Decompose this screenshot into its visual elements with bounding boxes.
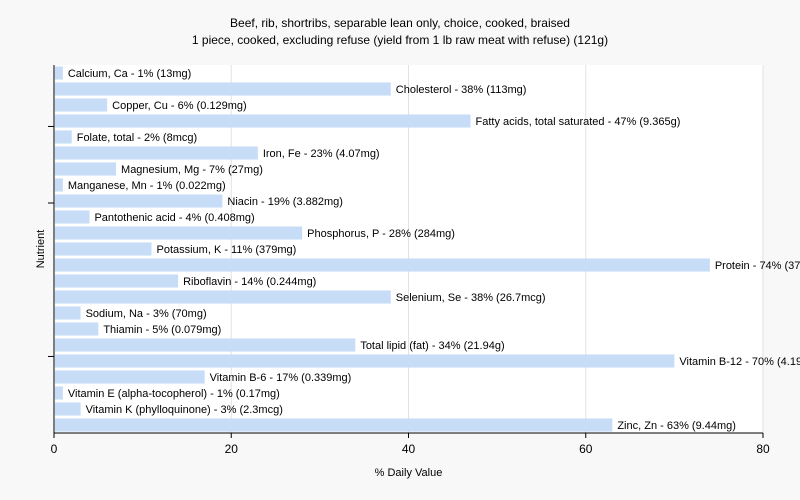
x-tick-label: 0 bbox=[51, 442, 58, 456]
bar-label: Calcium, Ca - 1% (13mg) bbox=[68, 68, 191, 80]
bar bbox=[55, 258, 710, 272]
bar bbox=[55, 338, 356, 352]
bar-label: Folate, total - 2% (8mcg) bbox=[77, 132, 197, 144]
bar bbox=[55, 130, 72, 144]
bar bbox=[55, 306, 81, 320]
bar-label: Pantothenic acid - 4% (0.408mg) bbox=[94, 212, 254, 224]
y-axis-title: Nutrient bbox=[35, 230, 47, 269]
bar bbox=[55, 418, 613, 432]
bar bbox=[55, 226, 303, 240]
bar bbox=[55, 114, 471, 128]
chart-title: Beef, rib, shortribs, separable lean onl… bbox=[230, 16, 570, 30]
bar-label: Fatty acids, total saturated - 47% (9.36… bbox=[476, 116, 681, 128]
x-axis-title: % Daily Value bbox=[375, 467, 443, 479]
bar-label: Vitamin K (phylloquinone) - 3% (2.3mcg) bbox=[86, 404, 283, 416]
bar-label: Sodium, Na - 3% (70mg) bbox=[86, 308, 207, 320]
bar-label: Copper, Cu - 6% (0.129mg) bbox=[112, 100, 247, 112]
bar bbox=[55, 66, 63, 80]
bar-label: Riboflavin - 14% (0.244mg) bbox=[183, 276, 316, 288]
bar bbox=[55, 274, 179, 288]
bar-label: Zinc, Zn - 63% (9.44mg) bbox=[617, 420, 736, 432]
bar-label: Vitamin E (alpha-tocopherol) - 1% (0.17m… bbox=[68, 388, 280, 400]
bar bbox=[55, 242, 152, 256]
x-tick-label: 40 bbox=[402, 442, 416, 456]
bar-label: Niacin - 19% (3.882mg) bbox=[227, 196, 343, 208]
bar bbox=[55, 98, 108, 112]
chart-subtitle: 1 piece, cooked, excluding refuse (yield… bbox=[191, 33, 609, 47]
bar bbox=[55, 194, 223, 208]
bar-label: Protein - 74% (37.22g) bbox=[715, 260, 800, 272]
bar bbox=[55, 162, 117, 176]
x-tick-label: 60 bbox=[579, 442, 593, 456]
bar-label: Total lipid (fat) - 34% (21.94g) bbox=[360, 340, 504, 352]
bar bbox=[55, 146, 258, 160]
bar bbox=[55, 210, 90, 224]
bar bbox=[55, 386, 63, 400]
bar-label: Potassium, K - 11% (379mg) bbox=[156, 244, 296, 256]
bar-label: Cholesterol - 38% (113mg) bbox=[396, 84, 527, 96]
x-tick-label: 20 bbox=[225, 442, 239, 456]
bar bbox=[55, 370, 205, 384]
bar bbox=[55, 178, 63, 192]
bar-label: Vitamin B-6 - 17% (0.339mg) bbox=[210, 372, 352, 384]
bar bbox=[55, 354, 675, 368]
bar-label: Magnesium, Mg - 7% (27mg) bbox=[121, 164, 263, 176]
bar bbox=[55, 322, 99, 336]
bar-label: Thiamin - 5% (0.079mg) bbox=[103, 324, 221, 336]
bar-label: Selenium, Se - 38% (26.7mcg) bbox=[396, 292, 546, 304]
x-tick-label: 80 bbox=[756, 442, 770, 456]
bar bbox=[55, 402, 81, 416]
bar-label: Iron, Fe - 23% (4.07mg) bbox=[263, 148, 380, 160]
bar-label: Vitamin B-12 - 70% (4.19mcg) bbox=[679, 356, 800, 368]
bar bbox=[55, 82, 391, 96]
bar-label: Phosphorus, P - 28% (284mg) bbox=[307, 228, 455, 240]
bar-label: Manganese, Mn - 1% (0.022mg) bbox=[68, 180, 226, 192]
bar bbox=[55, 290, 391, 304]
